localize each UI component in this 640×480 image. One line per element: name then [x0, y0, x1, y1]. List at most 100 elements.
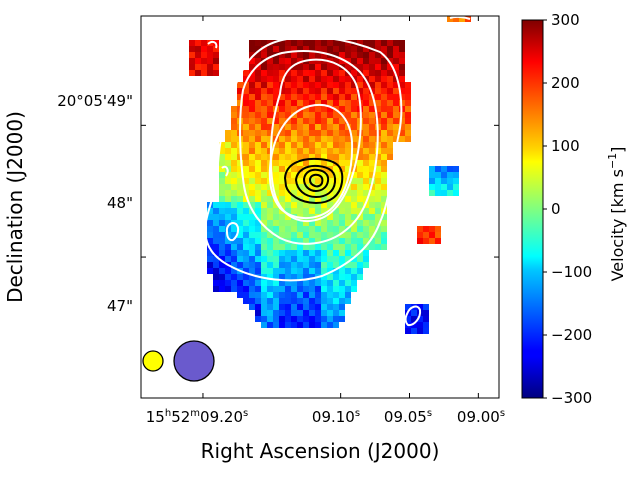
velocity-pixel [333, 40, 339, 46]
velocity-pixel [333, 310, 339, 316]
velocity-pixel [303, 268, 309, 274]
velocity-pixel [447, 166, 453, 172]
velocity-pixel [291, 52, 297, 58]
velocity-pixel [297, 316, 303, 322]
velocity-pixel [309, 88, 315, 94]
velocity-pixel [369, 142, 375, 148]
velocity-pixel [333, 46, 339, 52]
velocity-pixel [207, 250, 213, 256]
velocity-pixel [225, 196, 231, 202]
velocity-pixel [243, 100, 249, 106]
velocity-pixel [315, 238, 321, 244]
velocity-pixel [327, 298, 333, 304]
velocity-pixel [237, 184, 243, 190]
velocity-pixel [381, 160, 387, 166]
velocity-pixel [261, 172, 267, 178]
velocity-pixel [225, 202, 231, 208]
velocity-pixel [279, 94, 285, 100]
velocity-pixel [285, 322, 291, 328]
velocity-pixel [255, 124, 261, 130]
velocity-pixel [399, 40, 405, 46]
velocity-pixel [243, 130, 249, 136]
velocity-pixel [321, 178, 327, 184]
velocity-pixel [345, 280, 351, 286]
velocity-pixel [207, 232, 213, 238]
velocity-pixel [291, 250, 297, 256]
velocity-pixel [243, 136, 249, 142]
velocity-pixel [231, 172, 237, 178]
velocity-pixel [345, 298, 351, 304]
velocity-pixel [261, 286, 267, 292]
velocity-pixel [285, 196, 291, 202]
velocity-pixel [345, 94, 351, 100]
velocity-pixel [285, 94, 291, 100]
velocity-pixel [321, 166, 327, 172]
velocity-pixel [375, 52, 381, 58]
velocity-pixel [291, 148, 297, 154]
velocity-pixel [291, 208, 297, 214]
velocity-pixel [261, 196, 267, 202]
velocity-pixel [273, 166, 279, 172]
velocity-pixel [225, 244, 231, 250]
velocity-pixel [297, 58, 303, 64]
velocity-pixel [297, 112, 303, 118]
velocity-pixel [333, 256, 339, 262]
velocity-pixel [381, 214, 387, 220]
velocity-pixel [261, 310, 267, 316]
velocity-pixel [453, 184, 459, 190]
velocity-pixel [321, 244, 327, 250]
velocity-pixel [297, 208, 303, 214]
velocity-pixel [381, 76, 387, 82]
velocity-pixel [309, 112, 315, 118]
velocity-pixel [327, 268, 333, 274]
velocity-pixel [279, 196, 285, 202]
velocity-pixel [291, 238, 297, 244]
velocity-pixel [303, 46, 309, 52]
velocity-pixel [327, 124, 333, 130]
velocity-pixel [351, 172, 357, 178]
velocity-pixel [387, 52, 393, 58]
velocity-pixel [381, 190, 387, 196]
velocity-pixel [291, 136, 297, 142]
velocity-pixel [291, 286, 297, 292]
velocity-pixel [333, 250, 339, 256]
velocity-pixel [381, 166, 387, 172]
velocity-pixel [285, 58, 291, 64]
velocity-pixel [273, 142, 279, 148]
velocity-pixel [213, 64, 219, 70]
velocity-pixel [369, 166, 375, 172]
white-contour-8 [221, 165, 229, 177]
velocity-pixel [243, 94, 249, 100]
velocity-pixel [387, 130, 393, 136]
velocity-pixel [243, 280, 249, 286]
velocity-pixel [381, 226, 387, 232]
velocity-pixel [357, 202, 363, 208]
velocity-pixel [261, 136, 267, 142]
velocity-pixel [189, 70, 195, 76]
velocity-pixel [309, 124, 315, 130]
velocity-pixel [327, 316, 333, 322]
velocity-pixel [249, 46, 255, 52]
velocity-pixel [363, 214, 369, 220]
velocity-pixel [261, 118, 267, 124]
velocity-pixel [237, 160, 243, 166]
y-tick-label-0: 20°05'49" [57, 92, 133, 110]
velocity-pixel [219, 166, 225, 172]
colorbar-tick-label-4: −100 [551, 263, 592, 281]
velocity-pixel [255, 52, 261, 58]
velocity-pixel [303, 238, 309, 244]
velocity-pixel [273, 322, 279, 328]
velocity-pixel [327, 322, 333, 328]
velocity-pixel [315, 100, 321, 106]
velocity-pixel [399, 46, 405, 52]
velocity-pixel [375, 82, 381, 88]
velocity-pixel [423, 238, 429, 244]
velocity-pixel [357, 46, 363, 52]
velocity-pixel [333, 184, 339, 190]
velocity-pixel [255, 280, 261, 286]
velocity-pixel [315, 322, 321, 328]
velocity-pixel [291, 130, 297, 136]
velocity-pixel [435, 190, 441, 196]
velocity-pixel [303, 70, 309, 76]
velocity-pixel [357, 64, 363, 70]
